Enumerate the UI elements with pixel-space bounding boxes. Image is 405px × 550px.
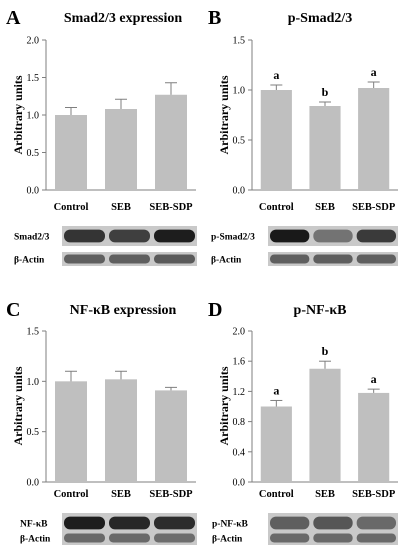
category-label: SEB <box>111 202 131 213</box>
blot-band <box>313 516 353 530</box>
panel-letter: D <box>208 299 222 321</box>
blot-label: p-NF-κB <box>212 520 249 530</box>
category-label: Control <box>259 202 294 213</box>
significance-letter: b <box>322 85 329 99</box>
category-label: SEB-SDP <box>352 202 396 213</box>
bar-seb <box>309 106 341 190</box>
panel-letter: B <box>208 7 221 29</box>
y-tick-label: 0.0 <box>233 186 246 197</box>
bar-seb-sdp <box>358 88 390 190</box>
y-tick-label: 0.0 <box>233 478 246 489</box>
blot-band <box>154 254 195 264</box>
category-label: SEB-SDP <box>149 489 193 500</box>
y-tick-label: 2.0 <box>27 36 40 47</box>
y-tick-label: 1.6 <box>233 357 246 368</box>
bar-seb <box>105 109 137 190</box>
y-tick-label: 2.0 <box>233 327 246 338</box>
significance-letter: a <box>273 68 279 82</box>
significance-letter: a <box>273 383 279 397</box>
blot-band <box>109 229 150 243</box>
bar-seb-sdp <box>358 392 390 482</box>
blot-label: NF-κB <box>20 520 48 530</box>
y-tick-label: 1.0 <box>233 86 246 97</box>
y-tick-label: 1.5 <box>233 36 246 47</box>
blot-band <box>356 533 396 543</box>
blot-band <box>270 533 310 543</box>
blot-band <box>313 229 353 243</box>
category-label: SEB <box>315 202 335 213</box>
y-tick-label: 0.5 <box>27 427 40 438</box>
bar-control <box>55 115 87 190</box>
blot-band <box>154 533 195 543</box>
blot-label: β-Actin <box>20 535 51 545</box>
significance-letter: a <box>371 372 377 386</box>
y-tick-label: 0.0 <box>27 186 40 197</box>
blot-band <box>64 533 105 543</box>
bar-control <box>260 406 292 482</box>
category-label: SEB <box>111 489 131 500</box>
bar-control <box>55 381 87 482</box>
y-tick-label: 0.4 <box>233 447 246 458</box>
bar-seb <box>105 379 137 482</box>
significance-letter: a <box>371 65 377 79</box>
panel-a: A Smad2/3 expression 0.0 0.5 1.0 1.5 2.0 Arbitr… <box>6 7 197 266</box>
blot-band <box>109 254 150 264</box>
blot-band <box>109 516 150 530</box>
bar-control <box>260 90 292 190</box>
y-tick-label: 1.5 <box>27 73 40 84</box>
blot-band <box>356 516 396 530</box>
category-label: SEB <box>315 489 335 500</box>
y-tick-label: 0.0 <box>27 478 40 489</box>
blot-band <box>270 254 310 264</box>
blot-band <box>270 229 310 243</box>
bar-seb <box>309 368 341 482</box>
blot-label: p-Smad2/3 <box>211 233 255 243</box>
panel-title: Smad2/3 expression <box>64 11 183 26</box>
panel-letter: C <box>6 299 20 321</box>
significance-letter: b <box>322 344 329 358</box>
y-tick-label: 0.5 <box>233 136 246 147</box>
blot-band <box>64 516 105 530</box>
blot-band <box>154 229 195 243</box>
blot-band <box>154 516 195 530</box>
blot-band <box>109 533 150 543</box>
blot-band <box>313 533 353 543</box>
blot-band <box>64 229 105 243</box>
blot-band <box>356 254 396 264</box>
y-tick-label: 1.5 <box>27 327 40 338</box>
y-tick-label: 0.5 <box>27 148 40 159</box>
blot-label: β-Actin <box>14 256 45 266</box>
y-axis-label: Arbitrary units <box>11 366 25 445</box>
blot-band <box>270 516 310 530</box>
category-label: Control <box>259 489 294 500</box>
y-tick-label: 0.8 <box>233 417 246 428</box>
blot-label: β-Actin <box>211 256 242 266</box>
blot-band <box>64 254 105 264</box>
bar-seb-sdp <box>155 94 187 190</box>
category-label: SEB-SDP <box>149 202 193 213</box>
panel-letter: A <box>6 7 21 29</box>
y-tick-label: 1.0 <box>27 377 40 388</box>
y-tick-label: 1.0 <box>27 111 40 122</box>
blot-label: Smad2/3 <box>14 233 50 243</box>
blot-label: β-Actin <box>212 535 243 545</box>
panel-title: p-NF-κB <box>294 303 347 318</box>
y-axis-label: Arbitrary units <box>11 75 25 154</box>
panel-title: NF-κB expression <box>70 303 177 318</box>
blot-band <box>356 229 396 243</box>
panel-title: p-Smad2/3 <box>288 11 353 26</box>
bar-seb-sdp <box>155 390 187 482</box>
y-axis-label: Arbitrary units <box>217 366 231 445</box>
category-label: SEB-SDP <box>352 489 396 500</box>
category-label: Control <box>54 489 89 500</box>
panel-c: C NF-κB expression 0.0 0.5 1.0 1.5 Arbitrary u… <box>6 299 197 545</box>
y-axis-label: Arbitrary units <box>217 75 231 154</box>
y-tick-label: 1.2 <box>233 387 246 398</box>
category-label: Control <box>54 202 89 213</box>
blot-band <box>313 254 353 264</box>
